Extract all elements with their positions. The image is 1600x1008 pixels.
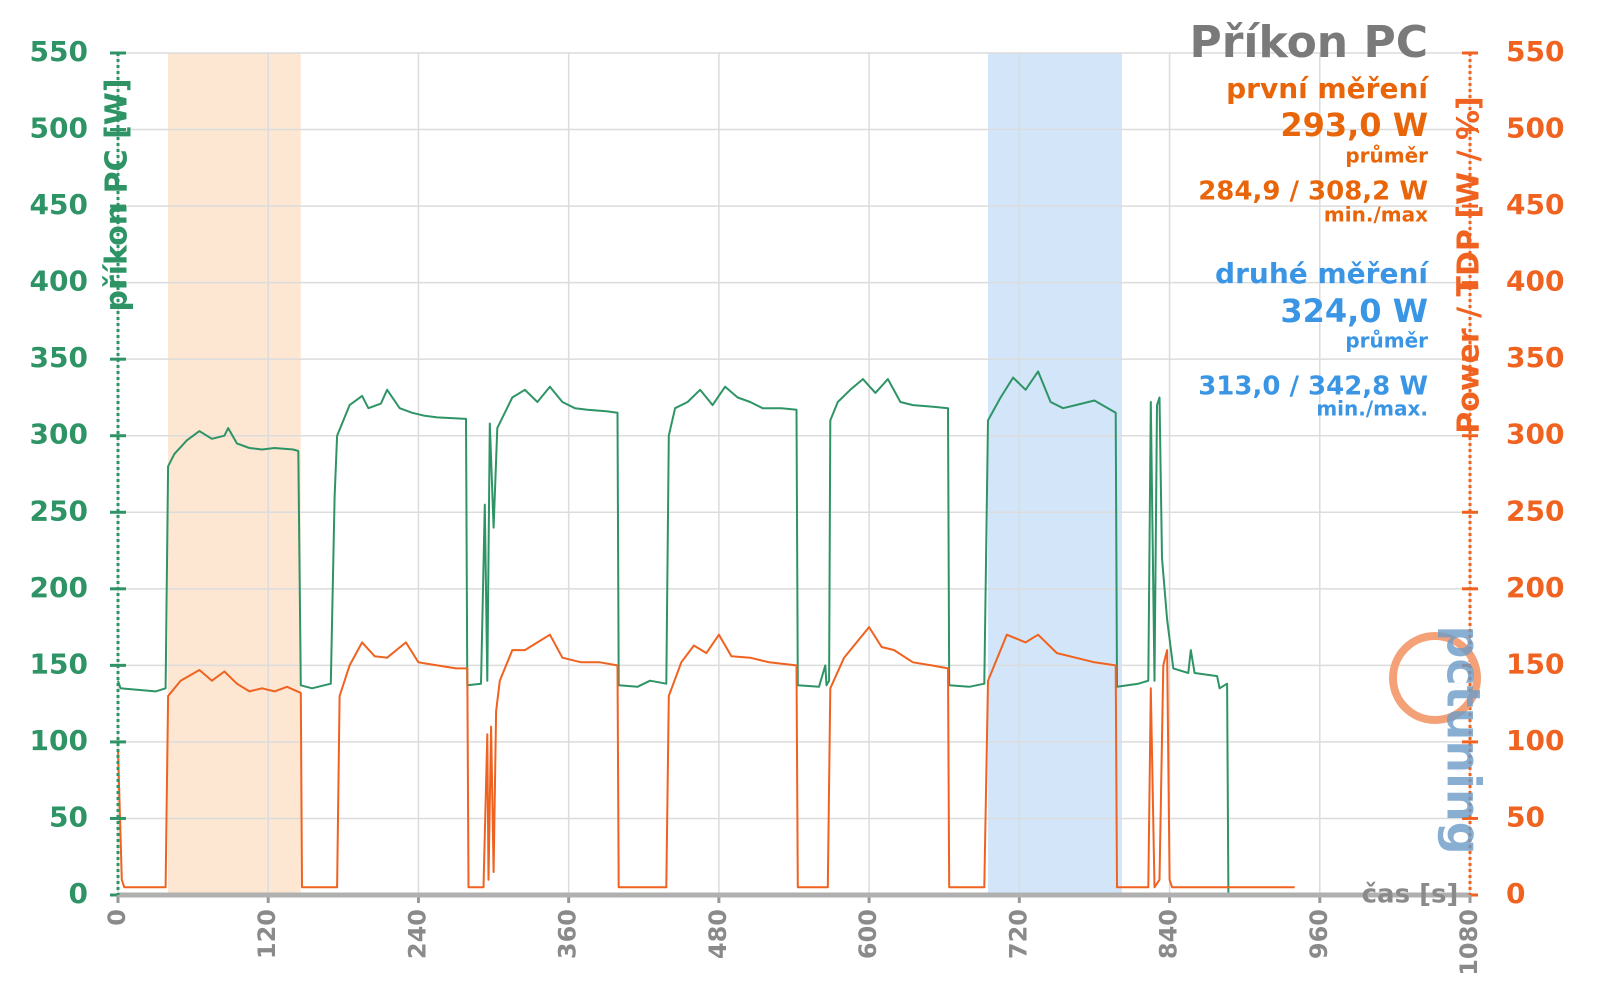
y-axis-label: příkon PC [W] bbox=[100, 78, 135, 311]
annotation: 284,9 / 308,2 W bbox=[1198, 177, 1428, 207]
highlight-band bbox=[988, 53, 1122, 895]
logo-ring bbox=[1389, 632, 1481, 724]
y2-tick-label: 450 bbox=[1506, 188, 1564, 221]
y2-tick-label: 150 bbox=[1506, 647, 1564, 680]
annotation: 324,0 W bbox=[1280, 292, 1428, 330]
x-tick-label: 480 bbox=[704, 909, 732, 959]
y2-tick-label: 50 bbox=[1506, 800, 1545, 833]
highlight-band bbox=[168, 53, 301, 895]
y-tick-label: 500 bbox=[30, 112, 88, 145]
highlights bbox=[168, 53, 1122, 895]
axes: 0 50 100 150 200 250 300 350 400 450 500 550 0 50 100 1… bbox=[30, 35, 1565, 976]
y-tick-label: 550 bbox=[30, 35, 88, 68]
x-tick-label: 720 bbox=[1004, 909, 1032, 959]
y-tick-label: 50 bbox=[49, 800, 88, 833]
y2-tick-label: 300 bbox=[1506, 418, 1564, 451]
y2-tick-label: 250 bbox=[1506, 494, 1564, 527]
x-tick-label: 0 bbox=[103, 909, 131, 926]
x-tick-label: 840 bbox=[1155, 909, 1183, 959]
y-tick-label: 350 bbox=[30, 341, 88, 374]
y2-axis-label: Power / TDP [W / %] bbox=[1452, 96, 1487, 434]
annotation: průměr bbox=[1345, 144, 1428, 168]
annotation: min./max bbox=[1324, 203, 1428, 227]
chart-title: Příkon PC bbox=[1189, 17, 1428, 68]
y2-tick-label: 0 bbox=[1506, 877, 1525, 910]
annotation: průměr bbox=[1345, 329, 1428, 353]
y-tick-label: 400 bbox=[30, 265, 88, 298]
annotation: 293,0 W bbox=[1280, 106, 1428, 144]
series-line bbox=[117, 370, 1295, 896]
y-tick-label: 250 bbox=[30, 494, 88, 527]
lines bbox=[117, 370, 1295, 896]
logo: pctuning bbox=[1437, 625, 1491, 854]
x-axis-label: čas [s] bbox=[1362, 880, 1459, 910]
y-tick-label: 200 bbox=[30, 571, 88, 604]
y-tick-label: 450 bbox=[30, 188, 88, 221]
annotation: min./max. bbox=[1316, 397, 1428, 421]
y2-tick-label: 350 bbox=[1506, 341, 1564, 374]
x-tick-label: 240 bbox=[403, 909, 431, 959]
y2-tick-label: 400 bbox=[1506, 265, 1564, 298]
y-tick-label: 150 bbox=[30, 647, 88, 680]
y2-tick-label: 100 bbox=[1506, 724, 1564, 757]
y-tick-label: 100 bbox=[30, 724, 88, 757]
x-tick-label: 360 bbox=[554, 909, 582, 959]
x-tick-label: 120 bbox=[253, 909, 281, 959]
series-line bbox=[117, 626, 1295, 889]
annotation: 313,0 / 342,8 W bbox=[1198, 372, 1428, 402]
y-tick-label: 300 bbox=[30, 418, 88, 451]
y2-tick-label: 200 bbox=[1506, 571, 1564, 604]
x-tick-label: 960 bbox=[1305, 909, 1333, 959]
x-tick-label: 1080 bbox=[1455, 909, 1483, 976]
y-tick-label: 0 bbox=[69, 877, 88, 910]
annotation: druhé měření bbox=[1215, 257, 1429, 290]
x-tick-label: 600 bbox=[854, 909, 882, 959]
y2-tick-label: 550 bbox=[1506, 35, 1564, 68]
y2-tick-label: 500 bbox=[1506, 112, 1564, 145]
annotation: první měření bbox=[1226, 72, 1429, 105]
